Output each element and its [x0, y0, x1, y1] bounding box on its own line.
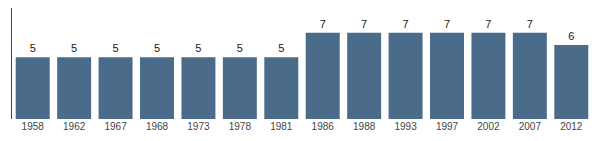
svg-text:1978: 1978 — [229, 121, 252, 132]
svg-text:7: 7 — [485, 18, 491, 30]
svg-text:5: 5 — [195, 42, 201, 54]
svg-text:1993: 1993 — [394, 121, 417, 132]
svg-text:5: 5 — [278, 42, 284, 54]
svg-text:2002: 2002 — [477, 121, 500, 132]
svg-text:1986: 1986 — [312, 121, 335, 132]
svg-text:1958: 1958 — [22, 121, 45, 132]
svg-text:5: 5 — [154, 42, 160, 54]
svg-text:1962: 1962 — [63, 121, 86, 132]
svg-text:7: 7 — [444, 18, 450, 30]
svg-text:1968: 1968 — [146, 121, 169, 132]
svg-text:2012: 2012 — [560, 121, 583, 132]
svg-text:5: 5 — [71, 42, 77, 54]
svg-text:1988: 1988 — [353, 121, 376, 132]
svg-text:6: 6 — [568, 30, 574, 42]
svg-text:5: 5 — [237, 42, 243, 54]
svg-text:7: 7 — [527, 18, 533, 30]
svg-text:2007: 2007 — [519, 121, 542, 132]
svg-text:5: 5 — [113, 42, 119, 54]
svg-text:5: 5 — [30, 42, 36, 54]
svg-text:1973: 1973 — [187, 121, 210, 132]
svg-text:7: 7 — [361, 18, 367, 30]
svg-text:1981: 1981 — [270, 121, 293, 132]
svg-text:1997: 1997 — [436, 121, 459, 132]
svg-text:1967: 1967 — [104, 121, 127, 132]
svg-text:7: 7 — [403, 18, 409, 30]
svg-text:7: 7 — [320, 18, 326, 30]
